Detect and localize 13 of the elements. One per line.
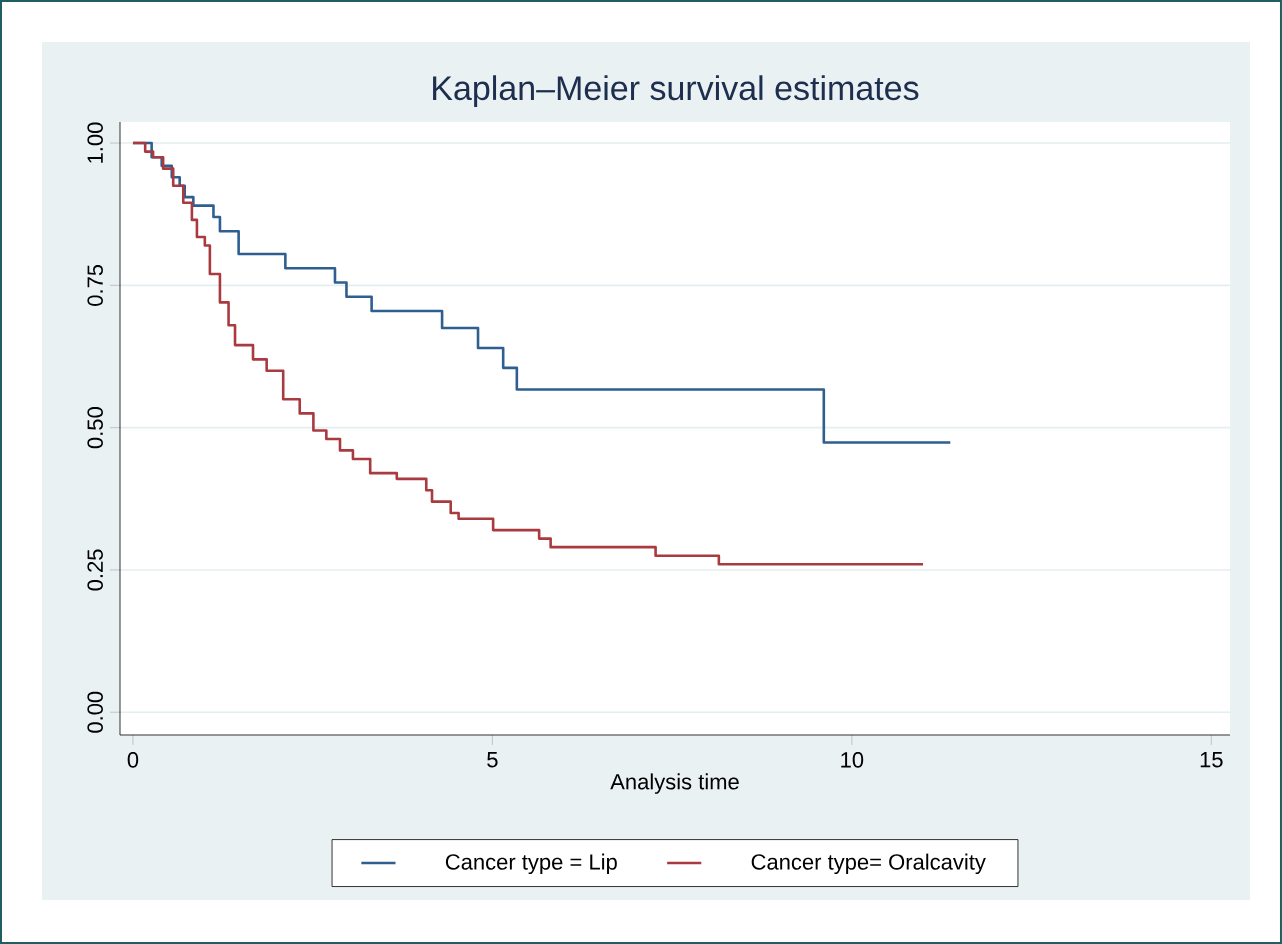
x-tick-label: 10 [841, 752, 864, 768]
chart-title: Kaplan–Meier survival estimates [433, 75, 919, 107]
legend-label: Cancer type= Oralcavity [751, 853, 986, 875]
y-tick-label: 0.50 [87, 407, 103, 449]
y-tick-label: 1.00 [87, 122, 103, 163]
y-tick-label: 0.00 [87, 691, 103, 733]
x-tick-label: 15 [1200, 752, 1223, 768]
y-tick-label: 0.75 [87, 264, 103, 306]
x-axis-title: Analysis time [610, 773, 739, 794]
x-tick-label: 0 [127, 752, 139, 768]
x-tick-label: 5 [487, 752, 498, 768]
legend-label: Cancer type = Lip [445, 853, 617, 875]
y-tick-label: 0.25 [87, 549, 103, 591]
